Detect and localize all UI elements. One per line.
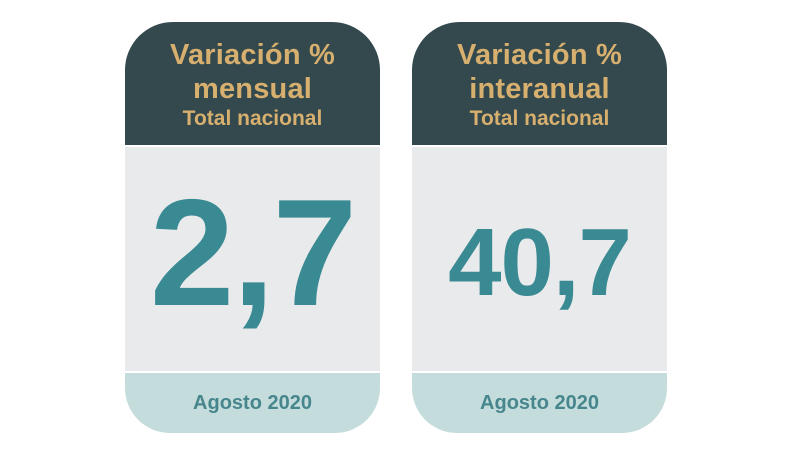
kpi-value-monthly: 2,7 — [149, 167, 357, 338]
card-subtitle: Total nacional — [469, 106, 610, 130]
kpi-card-monthly-variation: Variación % mensual Total nacional 2,7 A… — [125, 22, 380, 433]
card-body: 40,7 — [412, 147, 667, 371]
kpi-value-annual: 40,7 — [448, 208, 632, 316]
kpi-card-annual-variation: Variación % interanual Total nacional 40… — [412, 22, 667, 433]
card-period: Agosto 2020 — [193, 391, 312, 414]
card-title-line1: Variación % — [170, 38, 335, 71]
kpi-cards-row: Variación % mensual Total nacional 2,7 A… — [125, 22, 667, 433]
card-subtitle: Total nacional — [182, 106, 323, 130]
card-header: Variación % mensual Total nacional — [125, 22, 380, 145]
card-body: 2,7 — [125, 147, 380, 371]
card-period: Agosto 2020 — [480, 391, 599, 414]
card-title-line2: interanual — [469, 72, 610, 105]
card-footer: Agosto 2020 — [412, 373, 667, 433]
card-title-line2: mensual — [192, 72, 313, 105]
card-header: Variación % interanual Total nacional — [412, 22, 667, 145]
card-title-line1: Variación % — [457, 38, 622, 71]
card-footer: Agosto 2020 — [125, 373, 380, 433]
